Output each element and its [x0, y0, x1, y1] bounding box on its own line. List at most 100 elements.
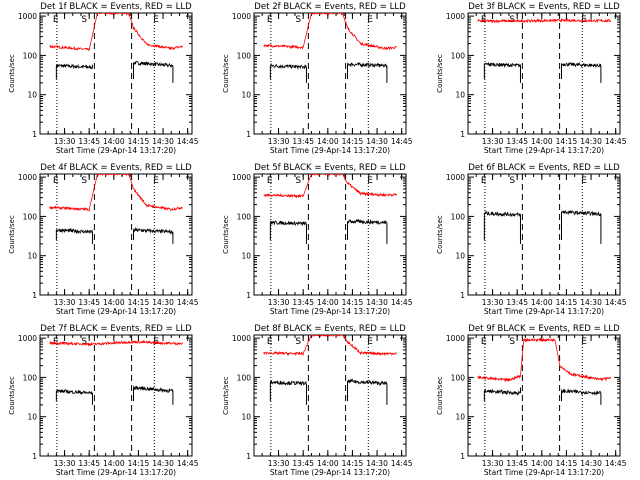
segment-marker-label: E: [581, 176, 587, 186]
y-axis-label: Counts/sec: [222, 376, 230, 415]
x-tick-label: 14:15: [556, 459, 578, 468]
chart-panel-3: Det 3f BLACK = Events, RED = LLD 1 10 100 10…: [436, 2, 627, 155]
chart-title: Det 4f BLACK = Events, RED = LLD: [40, 163, 192, 173]
plot-frame: [467, 173, 621, 296]
events-series-line: [347, 62, 388, 69]
chart-title: Det 7f BLACK = Events, RED = LLD: [40, 324, 192, 334]
x-tick-label: 14:15: [128, 137, 150, 146]
plot-frame: [467, 334, 621, 457]
plot-frame: [253, 173, 407, 296]
lld-series-line: [477, 337, 612, 383]
y-tick-label: 100: [23, 212, 38, 221]
x-tick-label: 13:30: [268, 137, 290, 146]
x-tick-label: 13:45: [292, 459, 314, 468]
x-axis-label: Start Time (29-Apr-14 13:17:20): [56, 146, 176, 155]
x-tick-label: 14:15: [556, 298, 578, 307]
y-tick-label: 1: [460, 452, 465, 461]
x-tick-label: 13:45: [506, 298, 528, 307]
chart-title: Det 6f BLACK = Events, RED = LLD: [468, 163, 620, 173]
x-tick-label: 13:30: [54, 298, 76, 307]
series-layer: [263, 335, 397, 405]
x-tick-label: 14:45: [391, 459, 413, 468]
events-series-line: [561, 209, 602, 217]
y-tick-label: 1: [246, 291, 251, 300]
x-tick-label: 14:30: [366, 459, 388, 468]
segment-marker-label: E: [53, 15, 59, 25]
segment-marker-label: E: [267, 15, 273, 25]
chart-panel-7: Det 7f BLACK = Events, RED = LLD 1 10 100 10…: [8, 324, 199, 477]
x-tick-label: 13:45: [292, 137, 314, 146]
x-axis-label: Start Time (29-Apr-14 13:17:20): [270, 146, 390, 155]
y-axis-label: Counts/sec: [222, 54, 230, 93]
y-tick-label: 100: [451, 51, 466, 60]
x-tick-label: 14:30: [366, 298, 388, 307]
y-tick-label: 1000: [446, 173, 465, 182]
events-series-line: [561, 388, 602, 396]
x-tick-label: 14:00: [317, 137, 339, 146]
lld-series-line: [263, 174, 398, 199]
segment-marker-label: S: [295, 337, 301, 347]
y-tick-label: 10: [455, 413, 465, 422]
series-layer: [263, 13, 397, 83]
events-series-line: [56, 227, 93, 235]
y-tick-label: 100: [451, 373, 466, 382]
x-tick-label: 14:15: [342, 298, 364, 307]
x-tick-label: 14:45: [605, 298, 627, 307]
lld-series-line: [49, 13, 183, 52]
chart-title: Det 9f BLACK = Events, RED = LLD: [468, 324, 620, 334]
segment-marker-label: S: [509, 337, 515, 347]
x-tick-label: 13:30: [482, 137, 504, 146]
x-tick-label: 14:00: [317, 298, 339, 307]
x-tick-label: 13:30: [482, 298, 504, 307]
x-axis-label: Start Time (29-Apr-14 13:17:20): [484, 468, 604, 477]
events-series-line: [561, 61, 602, 69]
x-tick-label: 14:00: [317, 459, 339, 468]
x-tick-label: 13:45: [78, 137, 100, 146]
series-layer: [49, 174, 183, 244]
events-series-line: [347, 218, 388, 226]
segment-marker-label: E: [367, 337, 373, 347]
y-tick-label: 100: [451, 212, 466, 221]
y-axis-label: Counts/sec: [8, 215, 16, 254]
events-series-line: [270, 379, 307, 386]
x-axis-label: Start Time (29-Apr-14 13:17:20): [56, 307, 176, 316]
y-tick-label: 10: [27, 413, 37, 422]
y-tick-label: 10: [455, 91, 465, 100]
series-layer: [263, 174, 398, 244]
x-tick-label: 14:15: [556, 137, 578, 146]
x-tick-label: 14:00: [531, 137, 553, 146]
x-tick-label: 13:30: [482, 459, 504, 468]
x-tick-label: 14:15: [128, 459, 150, 468]
x-tick-label: 14:00: [103, 137, 125, 146]
x-tick-label: 14:15: [128, 298, 150, 307]
y-tick-label: 1: [32, 452, 37, 461]
segment-marker-label: E: [53, 337, 59, 347]
events-series-line: [56, 63, 93, 70]
y-tick-label: 10: [241, 413, 251, 422]
segment-marker-label: E: [581, 337, 587, 347]
y-axis-label: Counts/sec: [436, 376, 444, 415]
segment-marker-label: E: [153, 337, 159, 347]
y-tick-label: 10: [27, 252, 37, 261]
x-tick-label: 14:30: [580, 137, 602, 146]
segment-marker-label: E: [481, 337, 487, 347]
events-series-line: [484, 388, 521, 396]
segment-marker-label: E: [267, 176, 273, 186]
x-tick-label: 13:45: [78, 459, 100, 468]
series-layer: [49, 13, 183, 83]
chart-title: Det 5f BLACK = Events, RED = LLD: [254, 163, 406, 173]
y-axis-label: Counts/sec: [8, 54, 16, 93]
y-tick-label: 1: [246, 452, 251, 461]
events-series-line: [270, 220, 307, 227]
y-tick-label: 1000: [446, 334, 465, 343]
chart-panel-9: Det 9f BLACK = Events, RED = LLD 1 10 100 10…: [436, 324, 627, 477]
segment-marker-label: E: [481, 176, 487, 186]
x-tick-label: 13:45: [292, 298, 314, 307]
events-series-line: [270, 62, 307, 70]
y-tick-label: 10: [27, 91, 37, 100]
y-tick-label: 1: [460, 291, 465, 300]
lld-series-line: [263, 13, 397, 51]
y-axis-label: Counts/sec: [8, 376, 16, 415]
lld-series-line: [477, 17, 612, 24]
y-tick-label: 1000: [232, 12, 251, 21]
